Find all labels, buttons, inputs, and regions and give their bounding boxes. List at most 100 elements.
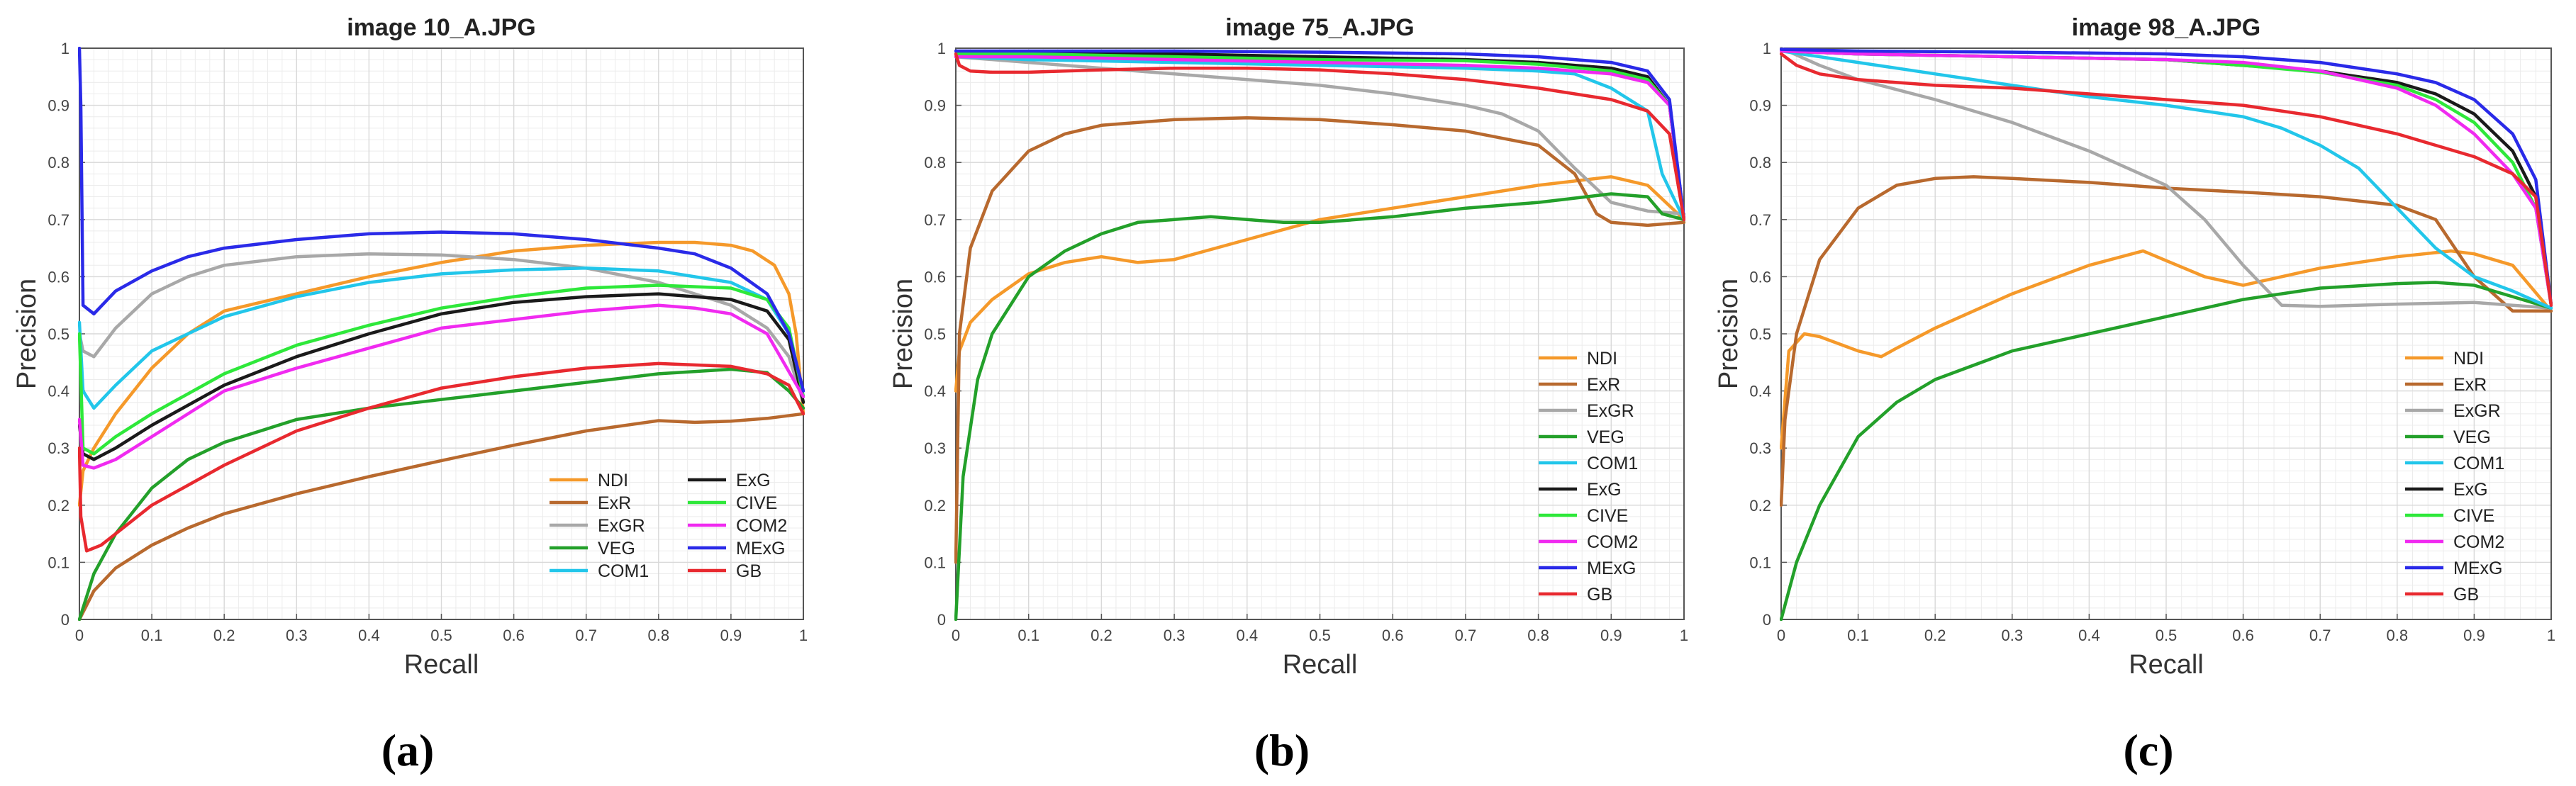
x-tick-label: 1 <box>2547 627 2555 644</box>
series-line-veg <box>1780 281 2553 621</box>
legend-label: GB <box>1587 585 1612 605</box>
chart-panel-2: 0 0.1 0.2 0.3 0.4 0.5 0.6 0.7 0.8 0.9 1 0 0.1 0.2 0.3 0… <box>888 14 1688 680</box>
series-line-cive <box>78 283 805 456</box>
legend-label: ExGR <box>1587 401 1634 421</box>
panel-caption: (b) <box>1254 725 1310 775</box>
legend-label: NDI <box>1587 349 1617 369</box>
legend-item-exr: ExR <box>1539 375 1620 395</box>
y-tick-label: 0.3 <box>1749 439 1771 457</box>
chart-title: image 75_A.JPG <box>1225 14 1414 41</box>
y-tick-label: 0.2 <box>1749 497 1771 515</box>
legend-item-com1: COM1 <box>2405 454 2504 473</box>
series-line-veg <box>954 192 1685 621</box>
y-tick-label: 0 <box>1763 611 1771 629</box>
legend-item-mexg: MExG <box>688 539 785 558</box>
legend-label: COM2 <box>736 516 787 536</box>
x-tick-label: 0.7 <box>2309 627 2331 644</box>
legend: NDI ExR ExGR VEG COM1 ExG CIVE COM2 MExG GB <box>550 471 787 581</box>
series-line-com2 <box>78 303 805 470</box>
x-tick-label: 0.5 <box>2156 627 2178 644</box>
y-tick-label: 0.8 <box>924 154 946 172</box>
series-line-com1 <box>954 55 1685 222</box>
series-line-exr <box>78 412 805 621</box>
series-group <box>78 47 805 621</box>
y-tick-label: 0.5 <box>924 325 946 343</box>
x-tick-label: 0.3 <box>1164 627 1186 644</box>
legend-label: ExR <box>1587 375 1620 395</box>
legend-item-ndi: NDI <box>2405 349 2484 369</box>
legend-item-ndi: NDI <box>550 471 628 490</box>
legend-item-veg: VEG <box>2405 427 2491 447</box>
series-line-gb <box>78 361 805 553</box>
series-line-exr <box>1780 175 2553 507</box>
y-tick-label: 1 <box>1763 40 1771 57</box>
x-tick-label: 0 <box>75 627 84 644</box>
legend-item-mexg: MExG <box>1539 558 1636 578</box>
series-line-com2 <box>954 55 1685 222</box>
series-line-ndi <box>954 175 1685 393</box>
y-tick-label: 0.9 <box>1749 97 1771 115</box>
y-tick-label: 0.8 <box>48 154 69 172</box>
legend-label: VEG <box>598 539 635 558</box>
legend: NDI ExR ExGR VEG COM1 ExG CIVE COM2 MExG GB <box>1539 349 1638 605</box>
legend-label: GB <box>736 561 762 581</box>
legend-item-gb: GB <box>688 561 762 581</box>
legend-label: CIVE <box>736 493 777 513</box>
legend-label: VEG <box>1587 427 1624 447</box>
x-tick-label: 0.6 <box>1382 627 1404 644</box>
legend-item-com2: COM2 <box>2405 532 2504 552</box>
y-tick-label: 0.2 <box>924 497 946 515</box>
x-tick-label: 0.5 <box>1309 627 1331 644</box>
x-tick-label: 0.2 <box>1924 627 1946 644</box>
x-tick-label: 0.3 <box>2002 627 2024 644</box>
legend-item-exr: ExR <box>2405 375 2487 395</box>
x-tick-label: 0.7 <box>575 627 597 644</box>
legend-label: NDI <box>2453 349 2484 369</box>
legend-label: ExR <box>2453 375 2487 395</box>
y-tick-label: 0.9 <box>48 97 69 115</box>
series-line-com1 <box>78 266 805 410</box>
series-line-com1 <box>1780 49 2553 310</box>
series-group <box>954 49 1685 621</box>
legend-item-exgr: ExGR <box>550 516 645 536</box>
chart-panel-1: 0 0.1 0.2 0.3 0.4 0.5 0.6 0.7 0.8 0.9 1 0 0.1 0.2 0.3 0… <box>12 14 808 680</box>
legend-label: ExGR <box>598 516 645 536</box>
legend-item-exgr: ExGR <box>2405 401 2501 421</box>
y-tick-label: 0.8 <box>1749 154 1771 172</box>
y-tick-label: 0.1 <box>1749 554 1771 571</box>
x-tick-label: 0.3 <box>286 627 308 644</box>
y-tick-label: 0.3 <box>924 439 946 457</box>
legend-label: COM1 <box>598 561 649 581</box>
legend-label: NDI <box>598 471 628 490</box>
legend-label: COM2 <box>1587 532 1638 552</box>
y-axis-label: Precision <box>1714 279 1744 389</box>
y-tick-label: 0.4 <box>924 383 946 400</box>
y-tick-label: 0.3 <box>48 439 69 457</box>
legend-item-com2: COM2 <box>688 516 787 536</box>
y-tick-label: 0.1 <box>924 554 946 571</box>
legend-label: COM2 <box>2453 532 2504 552</box>
y-tick-label: 0 <box>61 611 69 629</box>
series-line-gb <box>954 52 1685 222</box>
legend-item-veg: VEG <box>550 539 635 558</box>
x-tick-label: 0.6 <box>2232 627 2254 644</box>
legend-label: MExG <box>1587 558 1636 578</box>
legend-item-gb: GB <box>1539 585 1612 605</box>
series-line-mexg <box>78 47 805 393</box>
x-tick-label: 0.2 <box>213 627 235 644</box>
chart-panel-3: 0 0.1 0.2 0.3 0.4 0.5 0.6 0.7 0.8 0.9 1 0 0.1 0.2 0.3 0… <box>1714 14 2555 680</box>
x-axis-label: Recall <box>1283 650 1358 680</box>
legend-item-gb: GB <box>2405 585 2479 605</box>
legend-label: MExG <box>2453 558 2502 578</box>
series-line-mexg <box>954 49 1685 222</box>
legend-label: ExG <box>2453 480 2488 500</box>
y-tick-label: 0.7 <box>1749 211 1771 229</box>
y-tick-label: 0.6 <box>924 268 946 286</box>
x-tick-label: 0.4 <box>2078 627 2100 644</box>
x-tick-label: 0.2 <box>1091 627 1113 644</box>
x-tick-label: 0.9 <box>1600 627 1622 644</box>
legend-item-cive: CIVE <box>2405 506 2494 526</box>
x-axis-label: Recall <box>2129 650 2204 680</box>
legend-label: COM1 <box>1587 454 1638 473</box>
